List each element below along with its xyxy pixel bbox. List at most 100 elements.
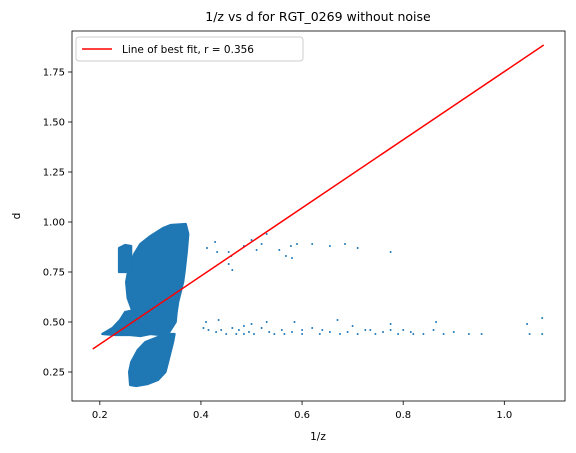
scatter-point: [265, 233, 268, 235]
scatter-point: [283, 333, 286, 335]
scatter-point: [255, 249, 258, 251]
y-tick-label: 1.50: [43, 118, 65, 129]
scatter-point: [389, 251, 392, 253]
scatter-point: [339, 333, 341, 335]
scatter-point: [389, 323, 392, 325]
legend: Line of best fit, r = 0.356: [75, 36, 304, 62]
scatter-point: [528, 333, 531, 335]
scatter-point: [296, 243, 298, 245]
best-fit-line: [92, 44, 545, 350]
x-axis-label: 1/z: [310, 431, 326, 443]
scatter-point: [206, 247, 208, 249]
scatter-point: [253, 333, 255, 335]
scatter-point: [351, 325, 354, 327]
scatter-point: [328, 245, 331, 247]
scatter-point: [435, 321, 438, 323]
plot-area: [92, 44, 545, 388]
legend-box: [75, 36, 304, 62]
y-tick-label: 1.75: [43, 68, 65, 79]
scatter-point: [242, 325, 245, 327]
scatter-point: [265, 321, 268, 323]
scatter-point: [237, 329, 240, 331]
scatter-point: [541, 333, 544, 335]
scatter-point: [311, 243, 314, 245]
scatter-point: [231, 269, 234, 271]
scatter-point: [318, 333, 321, 335]
y-tick-label: 1.00: [43, 218, 65, 229]
y-tick-label: 0.25: [43, 368, 65, 379]
scatter-point: [336, 319, 339, 321]
scatter-point: [280, 329, 283, 331]
axes-frame: [71, 30, 566, 402]
scatter-point: [422, 333, 425, 335]
scatter-point: [480, 333, 483, 335]
scatter-point: [397, 333, 400, 335]
y-axis-label: d: [11, 213, 23, 220]
scatter-point: [311, 327, 314, 329]
scatter-point: [235, 333, 238, 335]
x-axis: 0.2 0.4 0.6 0.8 1.0: [92, 401, 512, 421]
scatter-point: [278, 249, 281, 251]
scatter-point: [382, 331, 384, 333]
scatter-cluster-lower-left-band: [101, 308, 152, 338]
scatter-point: [242, 333, 245, 335]
scatter-point: [231, 327, 234, 329]
scatter-point: [227, 251, 230, 253]
scatter-point: [289, 245, 292, 247]
scatter-point: [205, 321, 207, 323]
scatter-point: [250, 239, 253, 241]
x-tick-label: 0.2: [92, 410, 108, 421]
scatter-point: [328, 331, 331, 333]
scatter-cluster-lower-tail: [128, 332, 176, 388]
x-tick-label: 0.6: [294, 410, 310, 421]
scatter-point: [227, 263, 230, 265]
y-tick-label: 0.50: [43, 318, 65, 329]
scatter-point: [356, 333, 359, 335]
scatter-point: [215, 331, 218, 333]
scatter-point: [402, 329, 405, 331]
scatter-point: [467, 333, 470, 335]
scatter-point: [225, 333, 228, 335]
x-tick-label: 0.8: [395, 410, 411, 421]
scatter-cluster-left-spur: [117, 243, 133, 274]
scatter-point: [214, 241, 217, 243]
scatter-point: [389, 329, 392, 331]
scatter-point: [273, 333, 276, 335]
scatter-point: [293, 321, 296, 323]
x-tick-label: 0.4: [193, 410, 209, 421]
scatter-point: [432, 329, 435, 331]
scatter-point: [291, 331, 293, 333]
scatter-point: [356, 247, 359, 249]
scatter-point: [260, 243, 263, 245]
scatter-point: [248, 331, 250, 333]
y-axis: 0.25 0.50 0.75 1.00 1.25 1.50 1.75: [43, 68, 72, 379]
scatter-point: [346, 331, 349, 333]
scatter-point: [301, 333, 304, 335]
scatter-point: [217, 319, 220, 321]
scatter-point: [216, 251, 219, 253]
scatter-point: [369, 329, 372, 331]
scatter-point: [344, 243, 346, 245]
scatter-point: [409, 331, 412, 333]
scatter-point: [291, 257, 293, 259]
legend-entry-label: Line of best fit, r = 0.356: [122, 44, 254, 56]
scatter-point: [364, 329, 367, 331]
scatter-point: [250, 323, 253, 325]
scatter-point: [220, 329, 223, 331]
scatter-point: [452, 331, 455, 333]
scatter-point: [442, 333, 445, 335]
scatter-point: [321, 329, 324, 331]
scatter-point: [541, 317, 544, 319]
scatter-point: [301, 329, 304, 331]
scatter-point: [412, 333, 415, 335]
scatter-point: [374, 333, 377, 335]
scatter-point: [284, 255, 287, 257]
y-tick-label: 0.75: [43, 268, 65, 279]
scatter-cluster-main-body: [124, 222, 190, 337]
scatter-point: [207, 329, 210, 331]
scatter-point: [526, 323, 529, 325]
chart-title: 1/z vs d for RGT_0269 without noise: [205, 9, 431, 24]
y-tick-label: 1.25: [43, 168, 65, 179]
scatter-point: [268, 331, 271, 333]
